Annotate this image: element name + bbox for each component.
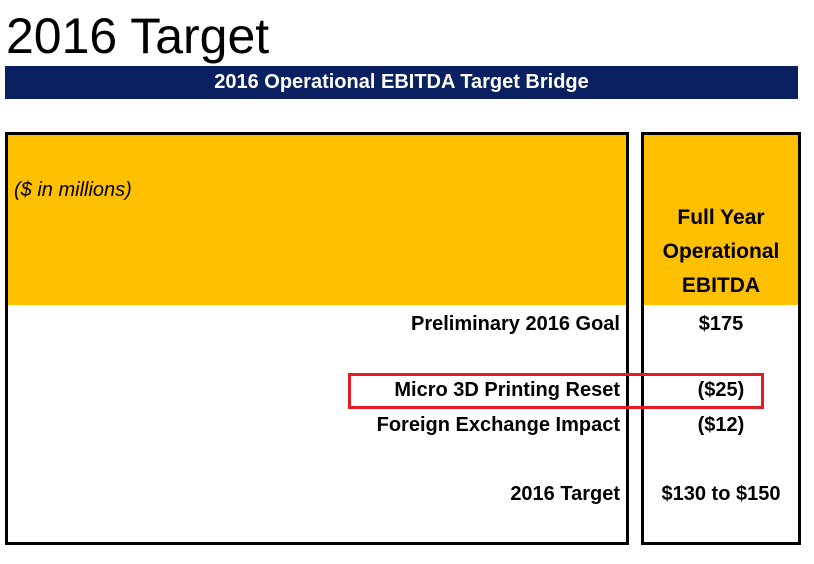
page-title: 2016 Target — [6, 8, 270, 64]
row-label-2016-target: 2016 Target — [510, 483, 620, 505]
values-header-fill — [644, 135, 798, 305]
column-header-line-2: Operational — [662, 240, 780, 263]
row-value-fx-impact: ($12) — [697, 414, 745, 436]
column-header: Full Year Operational EBITDA — [644, 201, 798, 303]
row-value-2016-target: $130 to $150 — [661, 483, 781, 505]
row-label-fx-impact: Foreign Exchange Impact — [376, 414, 620, 436]
units-note: ($ in millions) — [14, 179, 132, 201]
labels-header-fill — [8, 135, 626, 305]
row-value-preliminary-goal: $175 — [698, 313, 744, 335]
row-label-preliminary-goal: Preliminary 2016 Goal — [410, 313, 620, 335]
section-banner: 2016 Operational EBITDA Target Bridge — [5, 66, 798, 99]
row-label-micro-3d-reset: Micro 3D Printing Reset — [394, 379, 620, 401]
highlight-box — [348, 373, 764, 409]
values-panel: Full Year Operational EBITDA $175 ($25) … — [641, 132, 801, 545]
labels-panel: ($ in millions) Preliminary 2016 Goal Mi… — [5, 132, 629, 545]
row-value-micro-3d-reset: ($25) — [697, 379, 745, 401]
column-header-line-3: EBITDA — [681, 274, 761, 297]
column-header-line-1: Full Year — [677, 206, 765, 229]
